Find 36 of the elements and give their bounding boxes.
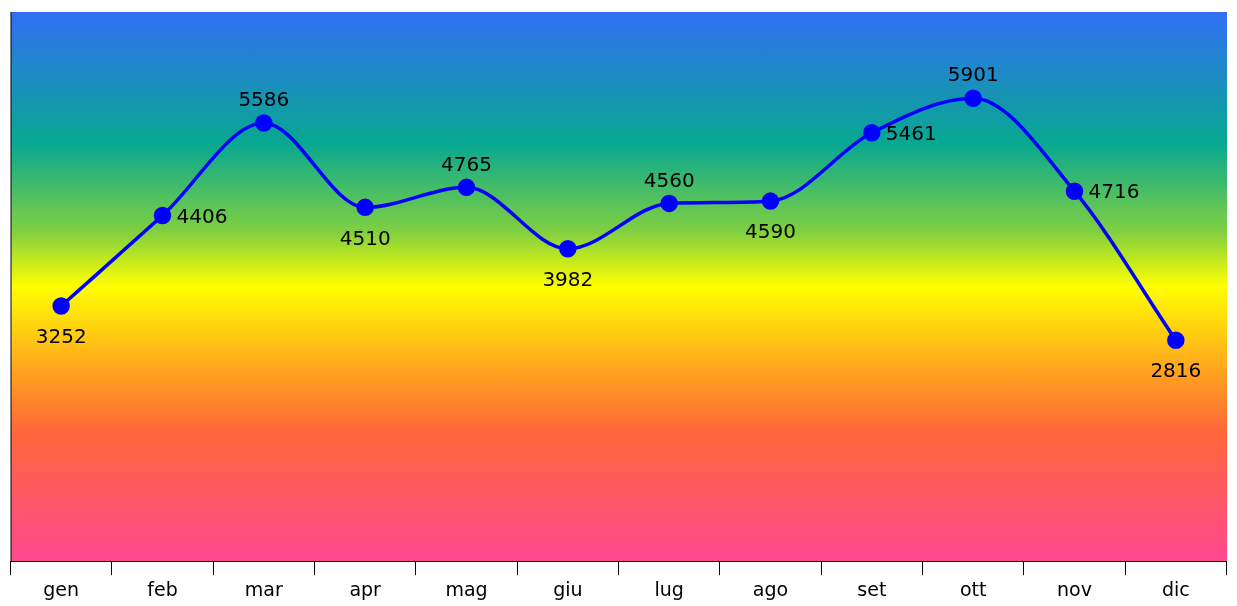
- x-tick-label: gen: [43, 577, 80, 600]
- point: [1065, 182, 1084, 200]
- x-tick-label: mag: [445, 577, 488, 600]
- point: [255, 114, 273, 132]
- point: [660, 194, 678, 213]
- x-tick-label: dic: [1161, 577, 1190, 600]
- x-tick-label: apr: [349, 577, 382, 600]
- x-tick-label: ott: [959, 577, 987, 600]
- point: [761, 192, 780, 210]
- data-label: 4716: [1088, 179, 1140, 204]
- x-tick-label: nov: [1057, 577, 1092, 600]
- data-label: 4510: [339, 225, 391, 250]
- x-tick-label: feb: [147, 577, 178, 600]
- point: [153, 206, 172, 225]
- data-label: 2816: [1150, 358, 1202, 383]
- x-tick-label: set: [857, 577, 887, 600]
- data-label: 4406: [176, 203, 228, 228]
- data-label: 5901: [947, 62, 999, 87]
- point: [52, 297, 70, 315]
- point: [559, 240, 577, 258]
- point: [964, 89, 982, 107]
- x-tick-label: ago: [752, 577, 789, 600]
- data-label: 3252: [35, 324, 87, 349]
- data-label: 3982: [542, 266, 594, 291]
- point: [1167, 331, 1185, 350]
- x-tick-label: mar: [244, 577, 283, 600]
- point: [863, 124, 881, 142]
- x-tick-label: lug: [654, 577, 684, 600]
- point: [356, 198, 374, 217]
- point: [457, 178, 476, 197]
- data-label: 4590: [745, 219, 796, 244]
- data-label: 4560: [643, 167, 695, 192]
- data-label: 4765: [441, 151, 492, 176]
- x-tick-label: giu: [553, 577, 583, 600]
- data-label: 5461: [885, 120, 937, 145]
- data-label: 5586: [238, 87, 290, 112]
